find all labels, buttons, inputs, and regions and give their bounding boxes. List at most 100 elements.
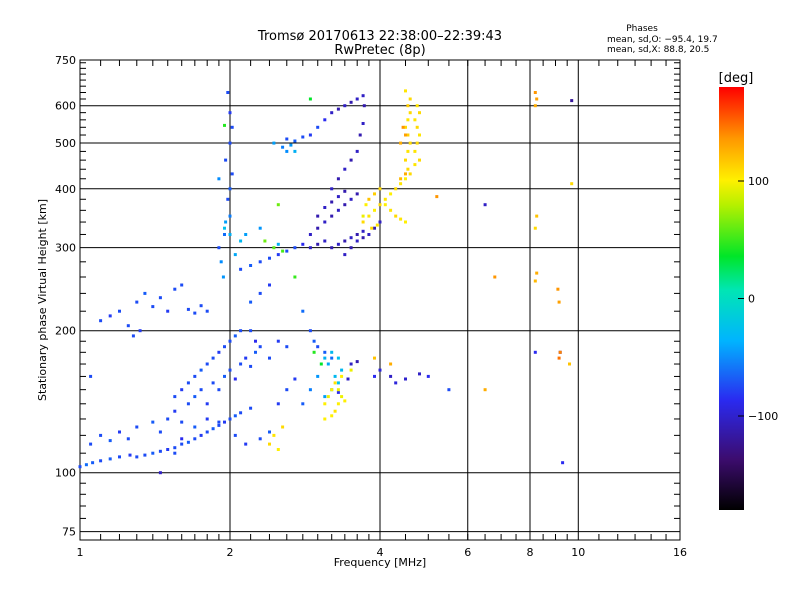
data-point (205, 362, 209, 366)
data-point (316, 214, 320, 218)
data-point (239, 267, 243, 271)
data-point (349, 236, 353, 240)
data-point (217, 350, 221, 354)
data-point (281, 145, 285, 149)
data-point (166, 417, 170, 421)
data-point (447, 388, 451, 392)
data-point (217, 388, 221, 392)
data-point (367, 214, 371, 218)
data-point (99, 433, 103, 437)
data-point (355, 239, 359, 243)
data-point (193, 395, 197, 399)
data-point (375, 223, 379, 227)
data-point (268, 442, 271, 446)
data-point (373, 226, 376, 230)
colorbar-ticks: 100 0 −100 (738, 175, 778, 423)
data-point (404, 125, 407, 129)
data-point (223, 233, 226, 236)
data-point (404, 220, 407, 224)
data-point (173, 409, 177, 413)
data-point (404, 158, 407, 162)
data-point (343, 189, 347, 193)
data-point (272, 433, 276, 437)
data-point (230, 172, 234, 176)
data-point (370, 226, 374, 230)
data-point (361, 229, 365, 233)
data-point (135, 425, 139, 429)
data-point (224, 158, 228, 162)
data-point (258, 226, 262, 230)
data-point (186, 381, 190, 385)
data-point (293, 246, 297, 250)
data-point (406, 118, 410, 122)
data-point (254, 350, 257, 354)
data-point (394, 187, 398, 191)
y-tick-label: 200 (55, 325, 76, 338)
data-point (228, 233, 232, 236)
data-point (258, 437, 262, 441)
data-point (308, 233, 312, 236)
data-point (413, 118, 417, 122)
data-point (186, 307, 190, 311)
y-tick-label: 500 (55, 137, 76, 150)
data-point (223, 374, 226, 378)
y-tick-label: 100 (55, 467, 76, 480)
data-point (323, 417, 327, 421)
data-point (268, 430, 271, 434)
data-point (316, 345, 320, 349)
data-point (199, 368, 203, 372)
data-point (285, 137, 289, 141)
data-point (91, 461, 95, 465)
data-point (249, 406, 253, 410)
data-point (401, 125, 405, 129)
x-axis-label: Frequency [MHz] (334, 556, 426, 569)
y-tick-label: 600 (55, 100, 76, 113)
data-point (135, 300, 139, 304)
data-point (330, 246, 334, 250)
y-tick-label: 300 (55, 242, 76, 255)
data-point (223, 123, 226, 127)
data-point (330, 350, 334, 354)
data-point (151, 305, 155, 309)
data-point (138, 329, 142, 333)
data-point (336, 107, 340, 111)
data-point (223, 420, 226, 424)
data-point (293, 275, 297, 279)
data-point (326, 362, 330, 366)
data-point (349, 100, 353, 104)
data-point (143, 291, 147, 295)
data-point (244, 442, 248, 446)
data-point (343, 104, 347, 108)
data-point (394, 214, 398, 218)
data-point (316, 374, 320, 378)
data-point (415, 104, 419, 108)
data-point (228, 141, 232, 145)
data-point (346, 377, 350, 381)
data-point (249, 329, 253, 333)
data-point (158, 430, 162, 434)
data-point (556, 287, 560, 291)
data-point (404, 172, 407, 176)
data-point (301, 135, 305, 139)
data-point (226, 91, 230, 94)
data-point (263, 239, 267, 243)
colorbar-tick-label: 100 (748, 175, 769, 188)
data-point (108, 457, 112, 461)
data-point (355, 192, 359, 196)
data-point (128, 453, 132, 457)
y-tick-label: 400 (55, 183, 76, 196)
y-tick-label: 75 (62, 526, 76, 539)
data-point (336, 402, 340, 406)
data-point (533, 226, 537, 230)
data-point (268, 356, 271, 360)
data-point (166, 309, 170, 313)
data-point (323, 220, 327, 224)
data-point (199, 388, 203, 392)
data-point (308, 97, 312, 101)
data-point (336, 208, 340, 212)
x-tick-label: 1 (77, 546, 84, 559)
data-point (158, 471, 162, 475)
colorbar-tick-label: −100 (748, 410, 778, 423)
data-point (289, 143, 293, 147)
data-point (336, 177, 340, 181)
